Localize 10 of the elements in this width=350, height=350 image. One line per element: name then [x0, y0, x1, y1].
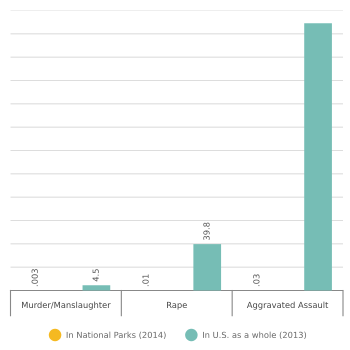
legend-label: In U.S. as a whole (2013)	[203, 332, 306, 340]
x-tick-label: Aggravated Assault	[246, 302, 328, 310]
data-label: .003	[32, 269, 38, 286]
x-tick-label: Rape	[167, 302, 187, 310]
data-label: .03	[253, 274, 260, 286]
data-label: .01	[142, 274, 149, 286]
legend-label: In National Parks (2014)	[66, 332, 166, 340]
x-tick-label: Murder/Manslaughter	[22, 302, 111, 310]
data-label: 4.5	[92, 269, 99, 282]
data-label: 39.8	[203, 222, 210, 240]
